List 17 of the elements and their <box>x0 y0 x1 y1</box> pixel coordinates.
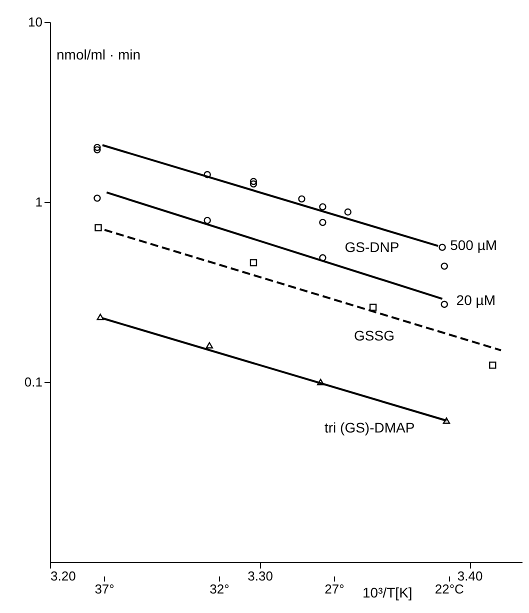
x2-tick-label: 27° <box>324 582 344 596</box>
series-label: GSSG <box>354 327 394 344</box>
y-tick-label: 1 <box>35 194 42 210</box>
y-axis-title: nmol/ml · min <box>56 46 141 62</box>
x2-tick-label: 37° <box>94 582 114 596</box>
series-label: 20 µM <box>456 292 496 308</box>
x-tick-label: 3.40 <box>457 568 483 584</box>
x-tick-label: 3.20 <box>50 568 76 584</box>
x-tick-label: 3.30 <box>248 568 273 584</box>
x-axis-title: 10³/T[K] <box>362 584 412 600</box>
annotation: GS-DNP <box>344 239 400 255</box>
series-label: 500 µM <box>450 236 498 253</box>
y-tick-label: 10 <box>28 14 42 30</box>
x2-tick-label: 22°C <box>434 582 464 596</box>
series-label: tri (GS)-DMAP <box>324 420 415 436</box>
x2-tick-label: 32° <box>210 582 230 596</box>
y-tick-label: 0.1 <box>24 374 42 390</box>
